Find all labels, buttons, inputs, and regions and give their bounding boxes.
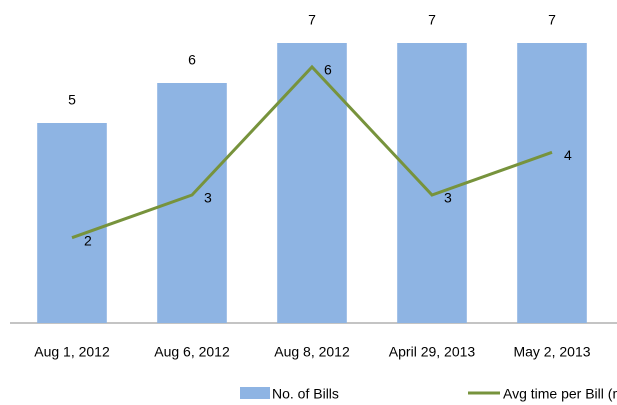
x-tick-label: April 29, 2013 [389,344,476,360]
line-value-label: 2 [84,232,92,248]
bar-value-label: 7 [548,12,556,28]
x-tick-label: Aug 6, 2012 [154,344,230,360]
x-tick-label: May 2, 2013 [513,344,590,360]
bar [37,123,107,323]
line-value-label: 4 [564,147,572,163]
bar-value-label: 5 [68,92,76,108]
bar-value-label: 7 [428,12,436,28]
line-value-label: 3 [204,190,212,206]
bar [397,43,467,323]
line-value-label: 3 [444,190,452,206]
legend-label: Avg time per Bill (mins) [503,386,617,402]
line-value-label: 6 [324,62,332,78]
line [71,64,553,240]
x-tick-label: Aug 8, 2012 [274,344,350,360]
bar [277,43,347,323]
bar [517,43,587,323]
bar-value-label: 7 [308,12,316,28]
legend-swatch [240,387,270,399]
legend-label: No. of Bills [272,386,339,402]
bar-value-label: 6 [188,52,196,68]
x-tick-label: Aug 1, 2012 [34,344,110,360]
